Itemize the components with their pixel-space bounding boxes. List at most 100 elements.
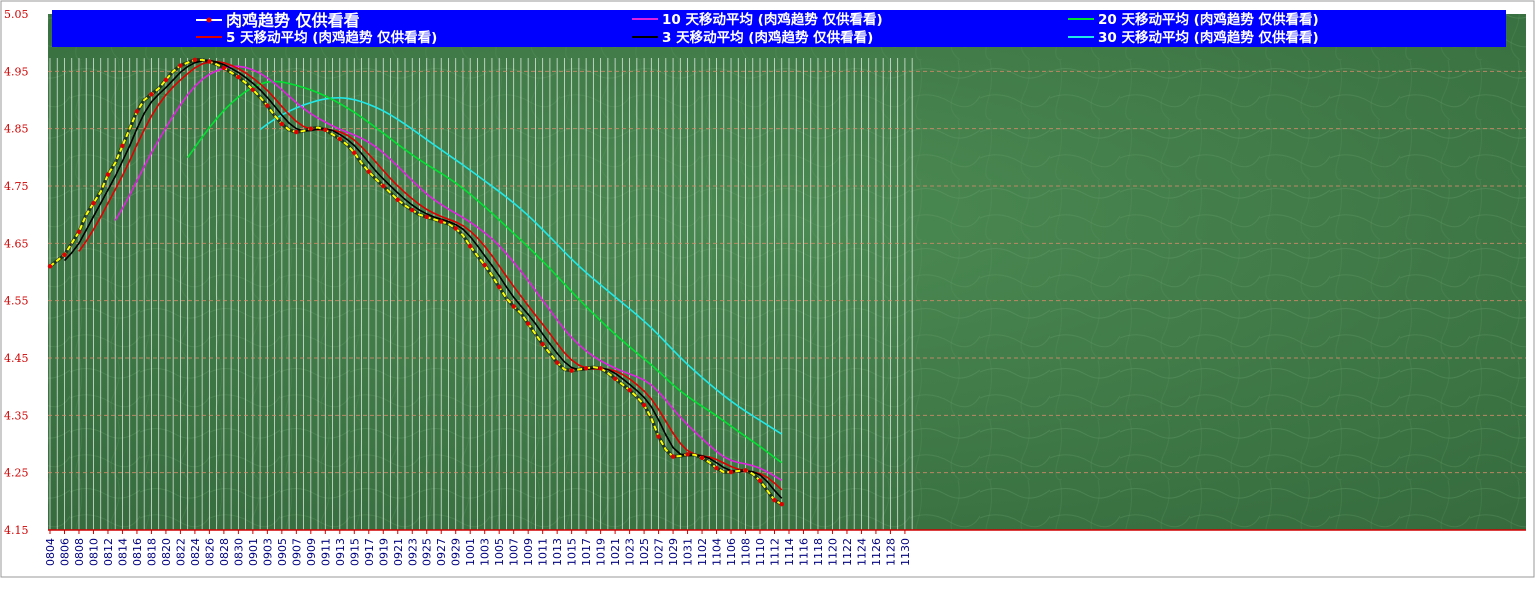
x-tick-label: 0806 (58, 538, 71, 566)
x-tick-label: 1007 (508, 538, 521, 566)
x-tick-label: 1027 (653, 538, 666, 566)
legend-label-ma3: 3 天移动平均 (肉鸡趋势 仅供看看) (662, 29, 873, 46)
y-tick-label: 4.25 (4, 467, 29, 480)
x-tick-label: 1102 (696, 538, 709, 566)
x-tick-label: 1118 (812, 538, 825, 566)
data-point (163, 77, 169, 83)
data-point (453, 226, 458, 231)
x-tick-label: 1122 (841, 538, 854, 566)
legend: 肉鸡趋势 仅供看看 5 天移动平均 (肉鸡趋势 仅供看看) 10 天移动平均 (… (52, 10, 1506, 47)
x-tick-label: 0826 (203, 538, 216, 566)
y-tick-label: 4.45 (4, 352, 29, 365)
x-tick-label: 0903 (261, 538, 274, 566)
x-tick-label: 1116 (797, 538, 810, 566)
x-tick-label: 1015 (566, 538, 579, 566)
x-tick-label: 0911 (319, 538, 332, 566)
series-line-ma30 (259, 96, 783, 435)
data-point (76, 229, 82, 235)
data-point (47, 264, 53, 269)
data-point (772, 497, 777, 503)
x-tick-label: 0822 (174, 538, 187, 566)
data-point (105, 172, 111, 177)
data-point (670, 454, 676, 459)
x-tick-label: 0830 (232, 538, 245, 566)
data-point (598, 366, 603, 371)
data-point (62, 252, 67, 257)
x-tick-label: 0917 (363, 538, 376, 566)
data-point (265, 103, 270, 108)
x-tick-label: 1009 (522, 538, 535, 566)
data-point (352, 150, 357, 155)
data-point (221, 65, 227, 71)
x-tick-label: 0909 (305, 538, 318, 566)
data-point (395, 197, 400, 202)
x-tick-label: 0810 (87, 538, 100, 566)
y-tick-label: 4.85 (4, 123, 29, 136)
plot-texture (48, 14, 1526, 530)
x-tick-label: 0923 (406, 538, 419, 566)
x-tick-label: 0812 (102, 538, 115, 566)
data-point (757, 478, 763, 483)
data-point (468, 244, 473, 249)
data-point (699, 455, 705, 460)
x-tick-label: 1005 (493, 538, 506, 566)
y-axis: 4.15 4.25 4.35 4.45 4.55 4.65 4.75 4.85 4.95 5.05 (4, 8, 29, 537)
x-tick-label: 0816 (131, 538, 144, 566)
y-tick-label: 4.65 (4, 237, 29, 250)
x-tick-label: 1013 (551, 538, 564, 566)
data-point (410, 207, 415, 213)
data-point (279, 121, 285, 127)
data-point (149, 92, 154, 97)
data-point (323, 127, 328, 133)
y-tick-label: 4.35 (4, 409, 29, 422)
x-tick-label: 1120 (826, 538, 839, 566)
x-tick-label: 1114 (783, 538, 796, 566)
x-tick-label: 1112 (769, 538, 782, 566)
x-tick-label: 0929 (450, 538, 463, 566)
legend-label-ma20: 20 天移动平均 (肉鸡趋势 仅供看看) (1098, 11, 1319, 28)
x-tick-label: 1128 (884, 538, 897, 566)
x-tick-label: 1017 (580, 538, 593, 566)
series-line-main (49, 58, 783, 506)
data-point (134, 109, 140, 114)
markers (47, 57, 784, 507)
data-point (641, 402, 647, 408)
legend-box (52, 10, 1506, 47)
y-tick-label: 4.75 (4, 180, 29, 193)
x-tick-label: 1029 (667, 538, 680, 566)
x-tick-label: 0927 (435, 538, 448, 566)
data-point (91, 201, 96, 206)
x-tick-label: 0905 (276, 538, 289, 566)
data-point (583, 366, 589, 371)
x-axis: 0804 0806 0808 0810 0812 0814 0816 0818 0820 0822… (44, 530, 912, 566)
chart: 4.15 4.25 4.35 4.45 4.55 4.65 4.75 4.85 4.95 5.05… (0, 0, 1535, 578)
data-point (779, 502, 784, 507)
data-point (627, 387, 632, 393)
x-tick-label: 0804 (44, 538, 57, 566)
data-point (511, 304, 516, 309)
x-tick-label: 1021 (609, 538, 622, 566)
data-point (366, 169, 371, 174)
x-tick-label: 0921 (392, 538, 405, 566)
x-tick-label: 1130 (899, 538, 912, 566)
data-point (120, 143, 125, 149)
data-point (424, 214, 429, 220)
x-tick-label: 0818 (145, 538, 158, 566)
x-tick-label: 1031 (682, 538, 695, 566)
data-point (294, 129, 299, 135)
data-point (728, 469, 734, 475)
data-point (714, 465, 719, 471)
data-point (178, 63, 183, 68)
x-tick-label: 1106 (725, 538, 738, 566)
drop-lines (49, 58, 913, 530)
data-point (236, 74, 241, 80)
x-tick-label: 0915 (348, 538, 361, 566)
x-tick-label: 0824 (189, 538, 202, 566)
y-tick-label: 4.95 (4, 65, 29, 78)
data-point (308, 126, 314, 131)
data-point (554, 360, 560, 365)
x-tick-label: 1104 (711, 538, 724, 566)
data-point (250, 87, 256, 92)
x-tick-label: 1023 (624, 538, 637, 566)
legend-label-ma5: 5 天移动平均 (肉鸡趋势 仅供看看) (226, 29, 437, 46)
